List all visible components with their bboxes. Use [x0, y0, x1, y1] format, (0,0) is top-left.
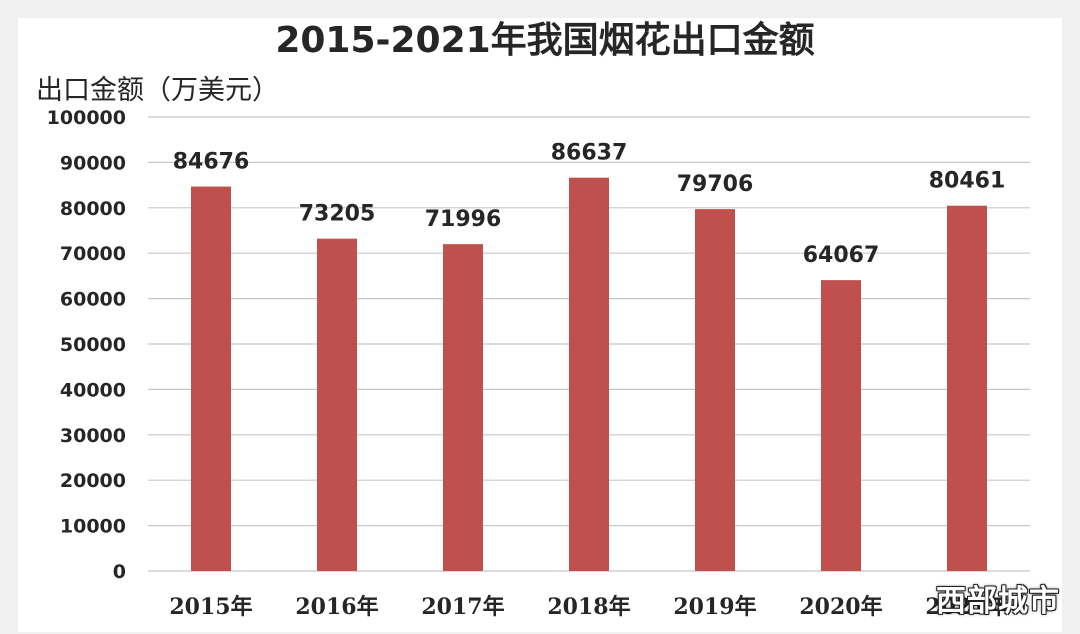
y-tick-label: 100000 [47, 107, 126, 129]
data-label: 79706 [677, 172, 754, 197]
bar [695, 209, 735, 571]
bar [947, 205, 987, 571]
data-label: 71996 [425, 207, 502, 232]
y-tick-label: 30000 [60, 425, 126, 447]
y-tick-label: 10000 [60, 516, 126, 538]
x-tick-label: 2016年 [295, 594, 378, 620]
x-tick-label: 2018年 [547, 594, 630, 620]
x-tick-label: 2017年 [421, 594, 504, 620]
y-tick-label: 80000 [60, 198, 126, 220]
y-tick-label: 60000 [60, 289, 126, 311]
y-tick-labels: 0 10000 20000 30000 40000 50000 60000 70000 8000… [47, 107, 126, 583]
y-tick-label: 0 [113, 561, 126, 583]
bar [569, 177, 609, 571]
bar [191, 186, 231, 571]
data-label: 73205 [299, 202, 376, 227]
chart-panel [18, 18, 1062, 632]
y-axis-label: 出口金额（万美元） [36, 75, 279, 106]
data-label: 86637 [551, 141, 628, 166]
x-tick-label: 2019年 [673, 594, 756, 620]
y-tick-label: 50000 [60, 334, 126, 356]
bar [317, 238, 357, 572]
bar [443, 244, 483, 571]
x-tick-label: 2020年 [799, 594, 882, 620]
y-tick-label: 70000 [60, 243, 126, 265]
bars [191, 177, 987, 572]
data-label: 64067 [803, 243, 880, 268]
data-label: 80461 [929, 169, 1006, 194]
y-tick-label: 40000 [60, 379, 126, 401]
y-tick-label: 90000 [60, 152, 126, 174]
data-label: 84676 [173, 150, 250, 175]
watermark: 西部城市 [936, 584, 1060, 619]
data-labels: 84676 73205 71996 86637 79706 64067 80461 [173, 141, 1006, 268]
x-tick-label: 2015年 [169, 594, 252, 620]
x-tick-label: 2021年 [925, 594, 1008, 620]
chart-title: 2015-2021年我国烟花出口金额 [275, 19, 814, 61]
bar [821, 280, 861, 571]
x-tick-labels: 2015年 2016年 2017年 2018年 2019年 2020年 2021年 [169, 594, 1008, 620]
y-tick-label: 20000 [60, 470, 126, 492]
